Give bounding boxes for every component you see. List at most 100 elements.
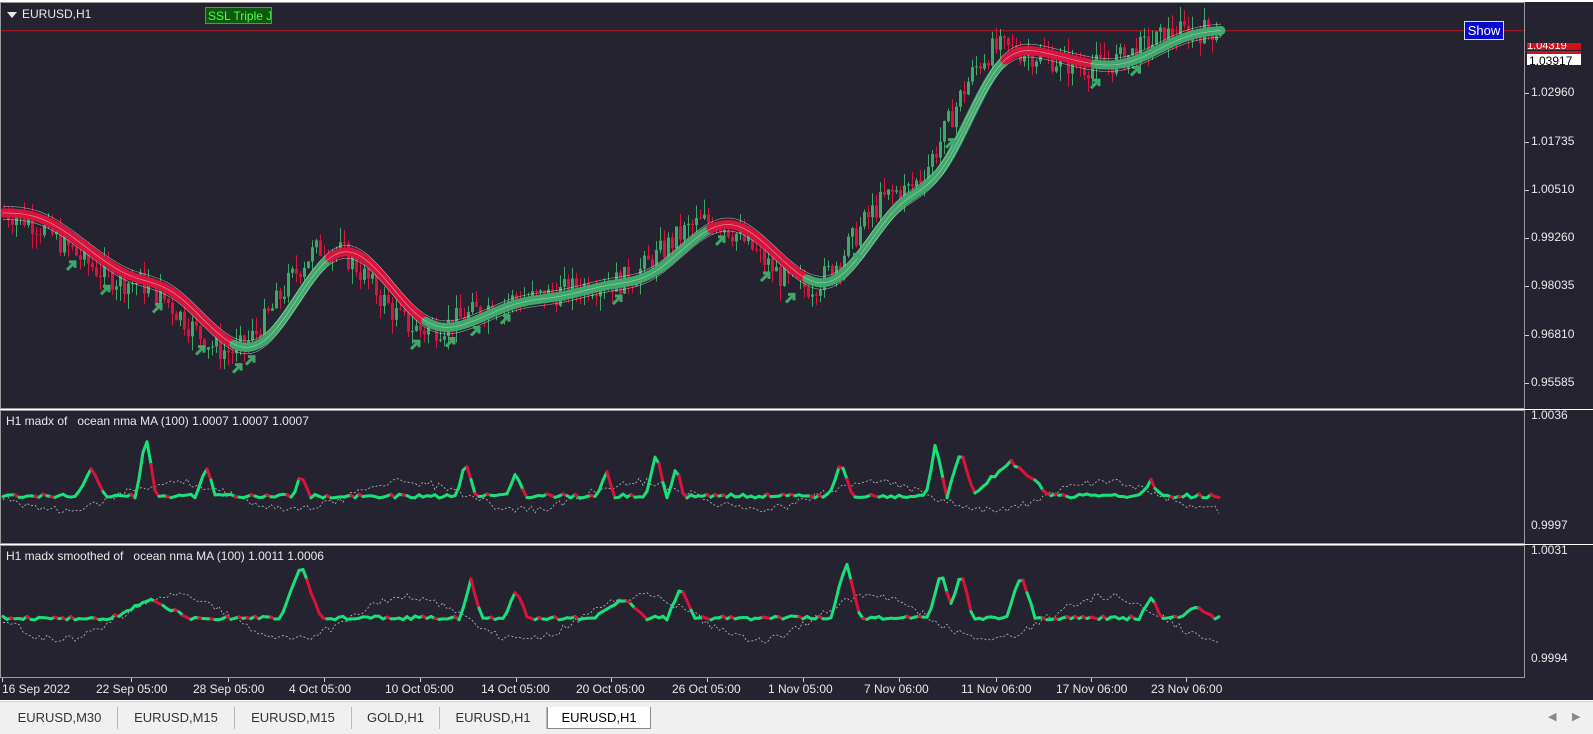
madx-smoothed-segment bbox=[835, 587, 839, 604]
time-axis-label: 26 Oct 05:00 bbox=[672, 682, 741, 696]
candle-body bbox=[687, 224, 690, 225]
madx-smoothed-segment bbox=[475, 595, 479, 608]
chart-tab[interactable]: EURUSD,M30 bbox=[2, 707, 118, 729]
candle-body bbox=[367, 268, 370, 278]
candle-body bbox=[291, 269, 294, 273]
time-axis-label: 7 Nov 06:00 bbox=[864, 682, 929, 696]
madx-smoothed-segment bbox=[855, 596, 859, 612]
madx-segment bbox=[135, 479, 139, 498]
madx-smoothed-group bbox=[3, 564, 1219, 642]
buy-arrow-icon bbox=[786, 294, 794, 302]
candle-body bbox=[267, 309, 270, 311]
tab-scroll-left-icon[interactable]: ◀ bbox=[1548, 710, 1556, 723]
candle-body bbox=[659, 241, 662, 250]
candle-body bbox=[827, 266, 830, 267]
candle-body bbox=[875, 205, 878, 217]
candle-body bbox=[907, 184, 910, 185]
candle-body bbox=[779, 267, 782, 286]
candle-body bbox=[851, 228, 854, 236]
madx-segment bbox=[679, 476, 683, 494]
chart-tab[interactable]: EURUSD,M15 bbox=[235, 707, 352, 729]
candle-body bbox=[11, 220, 14, 225]
ssl-ribbon-group bbox=[3, 24, 1221, 354]
candle-body bbox=[275, 291, 278, 309]
candle-body bbox=[883, 192, 886, 195]
indicator-madx-panel[interactable]: H1 madx of ocean nma MA (100) 1.0007 1.0… bbox=[0, 410, 1525, 544]
time-axis-label: 28 Sep 05:00 bbox=[193, 682, 264, 696]
candle-body bbox=[691, 224, 694, 225]
show-button[interactable]: Show bbox=[1464, 21, 1504, 40]
madx-smoothed-segment bbox=[851, 580, 855, 596]
time-axis-tick bbox=[420, 678, 421, 682]
price-scale-label: 0.98035 bbox=[1531, 278, 1574, 292]
time-axis-tick bbox=[131, 678, 132, 682]
time-axis-label: 14 Oct 05:00 bbox=[481, 682, 550, 696]
candle-body bbox=[975, 66, 978, 67]
candle-body bbox=[879, 192, 882, 218]
madx-segment bbox=[667, 486, 671, 498]
dropdown-triangle-icon[interactable] bbox=[7, 12, 17, 18]
madx-segment bbox=[647, 475, 651, 492]
time-axis-tick bbox=[228, 678, 229, 682]
current-price-label: 1.03917 bbox=[1527, 51, 1581, 65]
tab-scroll-right-icon[interactable]: ▶ bbox=[1572, 710, 1580, 723]
madx-segment bbox=[951, 469, 955, 482]
candle-body bbox=[459, 308, 462, 317]
candle-body bbox=[911, 184, 914, 186]
madx-smoothed-segment bbox=[1007, 604, 1011, 616]
madx-segment bbox=[459, 470, 463, 487]
madx-segment bbox=[651, 457, 655, 474]
candle-body bbox=[991, 39, 994, 66]
madx-smoothed-segment bbox=[315, 602, 319, 613]
time-axis-tick bbox=[899, 678, 900, 682]
signal-arrows-group bbox=[67, 67, 1139, 372]
candle-body bbox=[287, 273, 290, 297]
candle-body bbox=[759, 249, 762, 250]
candle-body bbox=[695, 218, 698, 225]
candle-body bbox=[1003, 36, 1006, 38]
madx-smoothed-segment bbox=[523, 605, 527, 616]
madx-segment bbox=[963, 457, 967, 471]
madx-segment bbox=[471, 480, 475, 494]
time-axis-label: 10 Oct 05:00 bbox=[385, 682, 454, 696]
madx-segment bbox=[831, 480, 835, 490]
candle-body bbox=[75, 247, 78, 255]
madx-segment bbox=[671, 471, 675, 486]
price-scale-tick bbox=[1525, 190, 1529, 191]
buy-arrow-icon bbox=[446, 338, 454, 346]
candle-body bbox=[359, 272, 362, 280]
candle-body bbox=[987, 63, 990, 65]
madx-smoothed-segment bbox=[1155, 603, 1159, 613]
main-price-chart[interactable]: EURUSD,H1 SSL Triple Jr Show bbox=[0, 2, 1525, 409]
chart-tab[interactable]: EURUSD,M15 bbox=[118, 707, 235, 729]
chart-tab[interactable]: EURUSD,H1 bbox=[440, 707, 547, 729]
symbol-title[interactable]: EURUSD,H1 bbox=[7, 7, 91, 21]
time-axis-tick bbox=[2, 678, 3, 682]
ssl-indicator-button[interactable]: SSL Triple Jr bbox=[205, 7, 272, 24]
price-scale-tick bbox=[1525, 93, 1529, 94]
candle-body bbox=[279, 291, 282, 299]
candle-body bbox=[395, 308, 398, 320]
candle-body bbox=[647, 256, 650, 260]
madx-segment bbox=[847, 479, 851, 491]
madx-segment bbox=[195, 487, 199, 497]
madx-smoothed-segment bbox=[507, 601, 511, 612]
madx-smoothed-segment bbox=[931, 594, 935, 609]
candle-body bbox=[1091, 67, 1094, 79]
indicator-madx-smoothed-panel[interactable]: H1 madx smoothed of ocean nma MA (100) 1… bbox=[0, 545, 1525, 678]
candle-body bbox=[1023, 56, 1026, 62]
madx-smoothed-segment bbox=[1011, 590, 1015, 603]
buy-arrow-icon bbox=[101, 286, 109, 294]
chart-tab[interactable]: GOLD,H1 bbox=[352, 707, 440, 729]
madx-segment bbox=[211, 480, 215, 495]
indicator-madx-label: H1 madx of ocean nma MA (100) 1.0007 1.0… bbox=[6, 414, 309, 428]
chart-tab[interactable]: EURUSD,H1 bbox=[547, 707, 651, 729]
candle-body bbox=[683, 225, 686, 240]
candle-body bbox=[1007, 38, 1010, 45]
candle-body bbox=[379, 295, 382, 306]
candle-body bbox=[679, 226, 682, 239]
madx-smoothed-segment bbox=[459, 609, 463, 620]
candle-body bbox=[675, 226, 678, 248]
